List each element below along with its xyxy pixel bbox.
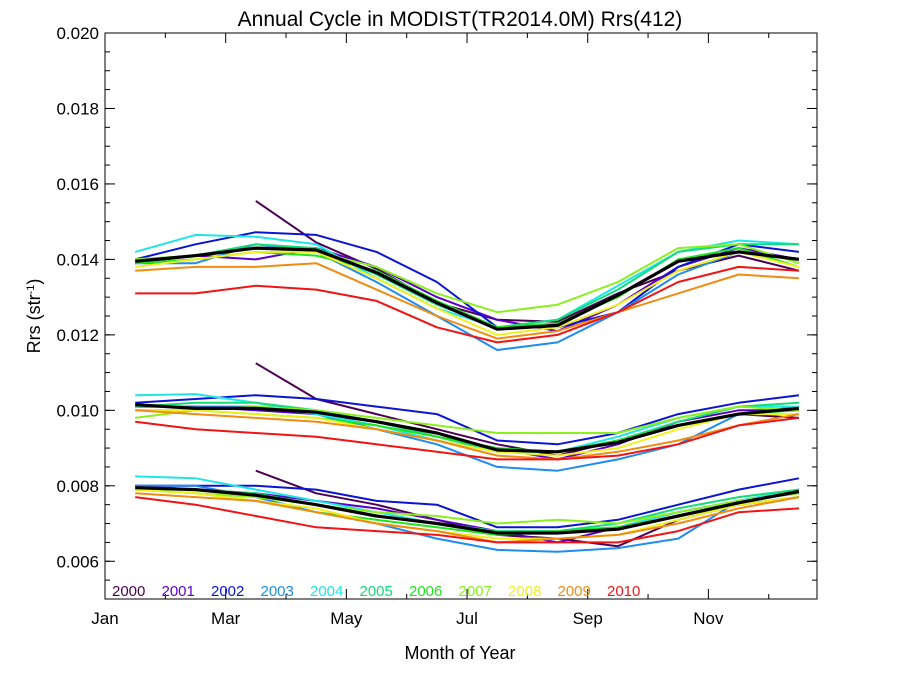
y-tick-label-7: 0.020 xyxy=(56,24,99,43)
x-tick-label-0: Jan xyxy=(91,609,118,628)
y-tick-label-2: 0.010 xyxy=(56,401,99,420)
mean-upper-line xyxy=(135,246,800,331)
y-axis-label-superscript: -1 xyxy=(25,285,37,295)
series-2002-lower-line xyxy=(135,477,800,529)
mean-layer xyxy=(135,246,800,535)
x-tick-label-3: Jul xyxy=(456,609,478,628)
legend-item-2003: 2003 xyxy=(261,583,294,600)
series-2003-upper-line xyxy=(135,243,800,351)
y-tick-label-6: 0.018 xyxy=(56,99,99,118)
series-2007-lower-line xyxy=(135,488,800,525)
legend-item-2008: 2008 xyxy=(508,583,541,600)
mean-middle-line xyxy=(135,403,800,454)
x-tick-label-5: Nov xyxy=(693,609,724,628)
x-axis-label: Month of Year xyxy=(404,643,515,663)
series-2002-upper-line xyxy=(134,231,800,329)
series-2002-middle-line xyxy=(135,394,800,446)
x-tick-label-1: Mar xyxy=(211,609,241,628)
legend-item-2009: 2009 xyxy=(558,583,591,600)
series-2010-middle-line xyxy=(135,416,800,461)
y-axis-label-main: Rrs (str xyxy=(24,294,44,353)
series-2005-middle-line xyxy=(135,401,799,453)
y-tick-label-5: 0.016 xyxy=(56,175,99,194)
y-tick-label-0: 0.006 xyxy=(56,552,99,571)
series-2009-middle-line xyxy=(135,409,800,461)
series-2010-lower-line xyxy=(135,496,799,544)
series-2008-middle-line xyxy=(135,409,799,457)
series-2010-upper-line xyxy=(135,265,799,344)
y-tick-label-3: 0.012 xyxy=(56,326,99,345)
legend-item-2006: 2006 xyxy=(409,583,442,600)
y-axis: 0.006 0.008 0.010 0.012 0.014 0.016 0.018 0.020 xyxy=(56,24,817,581)
x-tick-label-4: Sep xyxy=(573,609,603,628)
legend-item-2007: 2007 xyxy=(459,583,492,600)
series-2009-lower-line xyxy=(135,492,800,544)
legend-item-2001: 2001 xyxy=(162,583,195,600)
legend-item-2002: 2002 xyxy=(211,583,244,600)
y-axis-label-close: ) xyxy=(24,279,44,285)
series-2008-upper-line xyxy=(135,250,800,336)
series-layer xyxy=(134,200,800,553)
x-axis: Jan Mar May Jul Sep Nov xyxy=(91,33,770,628)
y-tick-label-4: 0.014 xyxy=(56,250,99,269)
x-tick-label-2: May xyxy=(330,609,363,628)
y-axis-label: Rrs (str-1) xyxy=(24,279,44,354)
legend-item-2005: 2005 xyxy=(360,583,393,600)
legend-item-2004: 2004 xyxy=(310,583,343,600)
series-2009-upper-line xyxy=(135,262,799,340)
legend-item-2010: 2010 xyxy=(607,583,640,600)
chart-title: Annual Cycle in MODIST(TR2014.0M) Rrs(41… xyxy=(238,8,683,31)
legend: 2000 2001 2002 2003 2004 2005 2006 2007 2008 2009… xyxy=(112,583,640,600)
y-tick-label-1: 0.008 xyxy=(56,477,99,496)
legend-item-2000: 2000 xyxy=(112,583,145,600)
mean-lower-line xyxy=(135,486,800,535)
